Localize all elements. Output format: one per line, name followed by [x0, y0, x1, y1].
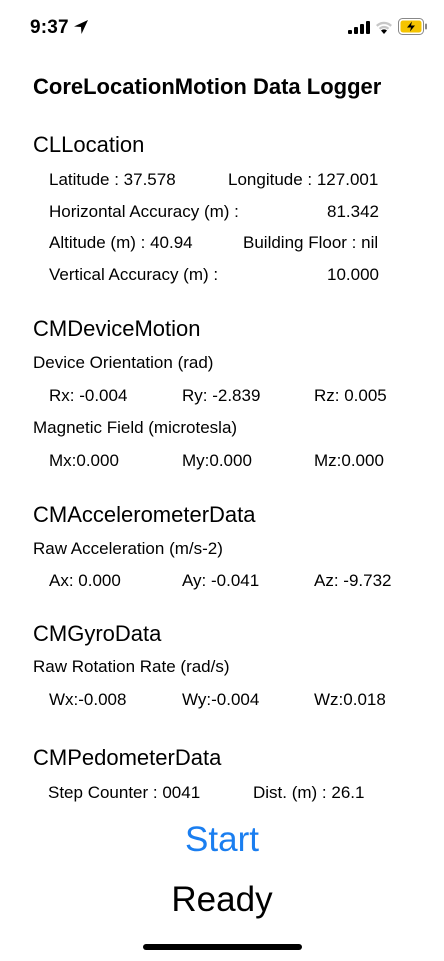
location-arrow-icon	[74, 20, 88, 34]
altitude-value: Altitude (m) : 40.94	[49, 233, 193, 252]
raw-acceleration-label: Raw Acceleration (m/s-2)	[33, 539, 223, 558]
distance-value: Dist. (m) : 26.1	[253, 783, 365, 802]
az-value: Az: -9.732	[314, 571, 392, 590]
devicemotion-header: CMDeviceMotion	[33, 316, 201, 341]
pedometer-header: CMPedometerData	[33, 745, 222, 770]
wy-value: Wy:-0.004	[182, 690, 260, 709]
longitude-value: Longitude : 127.001	[228, 170, 379, 189]
horizontal-accuracy-value: 81.342	[327, 202, 379, 221]
accelerometer-header: CMAccelerometerData	[33, 502, 256, 527]
raw-rotation-label: Raw Rotation Rate (rad/s)	[33, 657, 230, 676]
status-label: Ready	[171, 880, 273, 919]
start-button[interactable]: Start	[185, 820, 259, 859]
home-indicator[interactable]	[143, 944, 302, 950]
orientation-label: Device Orientation (rad)	[33, 353, 214, 372]
mz-value: Mz:0.000	[314, 451, 384, 470]
vertical-accuracy-value: 10.000	[327, 265, 379, 284]
app-title: CoreLocationMotion Data Logger	[33, 74, 382, 99]
status-time: 9:37	[30, 17, 69, 38]
mx-value: Mx:0.000	[49, 451, 119, 470]
ax-value: Ax: 0.000	[49, 571, 121, 590]
rx-value: Rx: -0.004	[49, 386, 128, 405]
wifi-icon	[376, 21, 392, 34]
cellular-signal-icon	[348, 21, 370, 34]
gyro-header: CMGyroData	[33, 621, 162, 646]
rz-value: Rz: 0.005	[314, 386, 387, 405]
building-floor-value: Building Floor : nil	[243, 233, 379, 252]
horizontal-accuracy-label: Horizontal Accuracy (m) :	[49, 202, 239, 221]
magnetic-field-label: Magnetic Field (microtesla)	[33, 418, 238, 437]
ry-value: Ry: -2.839	[182, 386, 261, 405]
latitude-value: Latitude : 37.578	[49, 170, 176, 189]
wx-value: Wx:-0.008	[49, 690, 127, 709]
wz-value: Wz:0.018	[314, 690, 386, 709]
ay-value: Ay: -0.041	[182, 571, 260, 590]
vertical-accuracy-label: Vertical Accuracy (m) :	[49, 265, 219, 284]
step-counter-value: Step Counter : 0041	[48, 783, 201, 802]
battery-charging-icon	[398, 18, 427, 35]
my-value: My:0.000	[182, 451, 252, 470]
cllocation-header: CLLocation	[33, 132, 145, 157]
